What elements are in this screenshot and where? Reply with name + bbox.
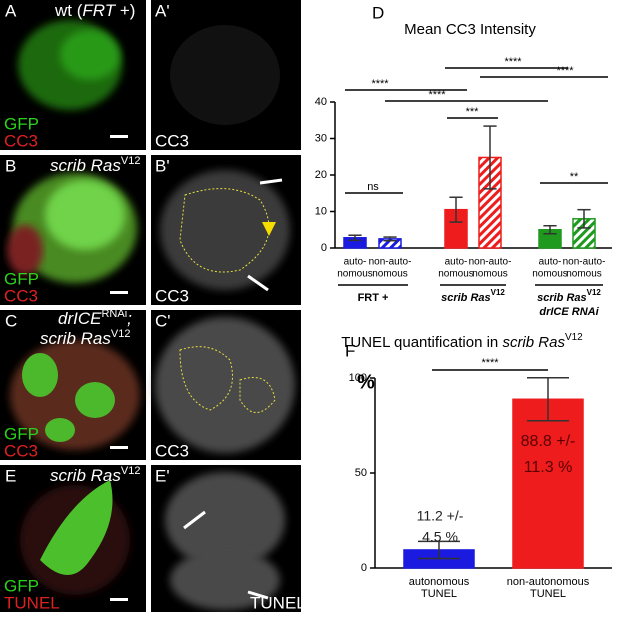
significance-label: *** (466, 106, 480, 118)
title-part: drICE (58, 309, 102, 328)
panel-letter: A (5, 1, 17, 20)
y-tick-label: 10 (315, 205, 327, 217)
x-tick-label: auto- (539, 257, 562, 268)
title-part: scrib Ras (502, 334, 565, 351)
group-label: scrib RasV12 (537, 288, 601, 304)
legend-gray: CC3 (155, 441, 189, 460)
image-panels (0, 0, 301, 612)
x-tick-label: auto- (344, 257, 367, 268)
panel-letter: B (5, 156, 16, 175)
significance-label: **** (504, 56, 522, 68)
x-tick-label: nomous (372, 269, 408, 280)
y-tick-label: 100 (349, 372, 367, 384)
value-annotation: 88.8 +/- (521, 433, 576, 450)
significance-label: **** (556, 65, 574, 77)
y-tick-label: 0 (321, 242, 327, 254)
title-part: +) (115, 1, 135, 20)
x-tick-label: TUNEL (530, 588, 566, 600)
y-tick-label: 0 (361, 562, 367, 574)
panel-title: scrib RasV12 (40, 328, 130, 349)
panel-labels: A wt (FRT +) GFP CC3 A' CC3 B scrib RasV… (4, 1, 306, 612)
legend-red: CC3 (4, 286, 38, 305)
panel-letter: F (345, 341, 355, 360)
x-tick-label: nomous (472, 269, 508, 280)
panel-letter: D (372, 3, 384, 22)
group-label: scrib RasV12 (441, 288, 505, 304)
group-part: scrib Ras (537, 292, 587, 304)
significance-label: **** (371, 78, 389, 90)
group-part: FRT + (358, 292, 389, 304)
title-part: V12 (565, 332, 583, 343)
title-part: RNAi (101, 308, 127, 320)
x-tick-label: non-autonomous (507, 576, 590, 588)
y-axis-label: % (357, 371, 375, 393)
group-part: V12 (491, 288, 506, 297)
title-part: scrib Ras (50, 156, 121, 175)
legend-gfp: GFP (4, 269, 39, 288)
group-part: V12 (587, 288, 602, 297)
legend-gfp: GFP (4, 576, 39, 595)
legend-red: TUNEL (4, 593, 60, 612)
x-tick-label: non-auto- (563, 257, 606, 268)
value-annotation: 4.5 % (422, 529, 458, 545)
group-part: scrib Ras (441, 292, 491, 304)
panel-title: drICERNAi; (58, 308, 132, 329)
y-tick-label: 50 (355, 467, 367, 479)
x-tick-label: nomous (438, 269, 474, 280)
x-tick-label: autonomous (409, 576, 470, 588)
title-part: wt ( (54, 1, 83, 20)
x-tick-label: nomous (337, 269, 373, 280)
title-part: scrib Ras (50, 466, 121, 485)
legend-gray: CC3 (155, 286, 189, 305)
bar (512, 398, 584, 569)
x-tick-label: non-auto- (469, 257, 512, 268)
legend-red: CC3 (4, 131, 38, 150)
panel-letter: B' (155, 156, 170, 175)
legend-gray: CC3 (155, 131, 189, 150)
significance-label: **** (428, 89, 446, 101)
panel-letter: E (5, 466, 16, 485)
x-tick-label: auto- (445, 257, 468, 268)
title-part: V12 (121, 155, 141, 167)
y-tick-label: 40 (315, 96, 327, 108)
panel-title: scrib RasV12 (50, 155, 140, 176)
title-part: FRT (82, 1, 116, 20)
title-part: scrib Ras (40, 329, 111, 348)
title-part: V12 (121, 465, 141, 477)
panel-letter: C' (155, 311, 171, 330)
legend-gfp: GFP (4, 424, 39, 443)
y-tick-label: 30 (315, 132, 327, 144)
panel-title: scrib RasV12 (50, 465, 140, 486)
panel-title: wt (FRT +) (54, 1, 135, 20)
chart-title: TUNEL quantification in scrib RasV12 (341, 332, 583, 351)
x-tick-label: nomous (532, 269, 568, 280)
legend-gray: TUNEL (250, 593, 306, 612)
value-annotation: 11.3 % (524, 459, 573, 476)
panel-letter: E' (155, 466, 170, 485)
legend-red: CC3 (4, 441, 38, 460)
title-part: TUNEL quantification in (341, 334, 502, 351)
value-annotation: 11.2 +/- (417, 508, 464, 524)
x-tick-label: non-auto- (369, 257, 412, 268)
title-part: ; (127, 309, 132, 328)
group-label: drICE RNAi (539, 306, 599, 318)
panel-letter: C (5, 311, 17, 330)
significance-label: ns (367, 181, 379, 193)
panel-letter: A' (155, 1, 170, 20)
x-tick-label: TUNEL (421, 588, 457, 600)
legend-gfp: GFP (4, 114, 39, 133)
group-label: FRT + (358, 292, 389, 304)
title-part: V12 (111, 328, 131, 340)
chart-title: Mean CC3 Intensity (404, 21, 536, 38)
y-tick-label: 20 (315, 169, 327, 181)
significance-label: ** (570, 171, 579, 183)
x-tick-label: nomous (566, 269, 602, 280)
significance-label: **** (481, 357, 499, 369)
